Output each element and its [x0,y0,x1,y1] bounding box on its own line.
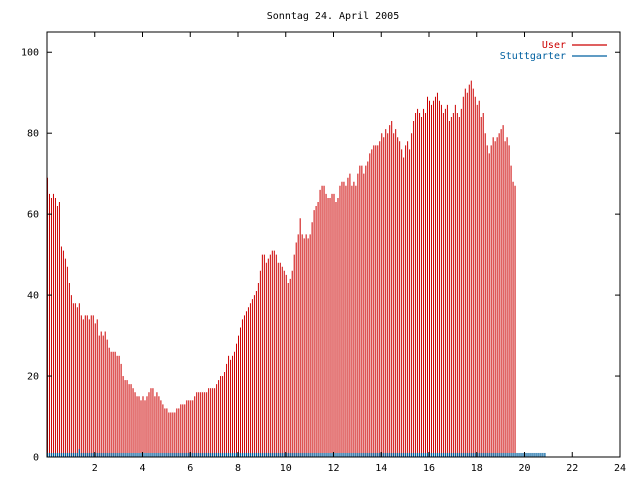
y-tick-label: 20 [27,372,39,383]
y-tick-label: 80 [27,129,39,140]
series-stuttgarter [46,448,546,457]
x-tick-label: 16 [423,463,435,474]
x-tick-label: 10 [280,463,292,474]
bars-layer [46,80,546,457]
y-tick-label: 100 [21,48,39,59]
y-tick-label: 60 [27,210,39,221]
x-tick-label: 24 [614,463,626,474]
legend-label-stuttgarter: Stuttgarter [500,51,566,62]
x-tick-label: 22 [566,463,578,474]
y-tick-label: 40 [27,291,39,302]
x-tick-label: 18 [471,463,483,474]
legend: User Stuttgarter [500,40,607,62]
series-user [47,80,516,457]
x-tick-label: 14 [375,463,387,474]
x-tick-label: 20 [518,463,530,474]
chart-title: Sonntag 24. April 2005 [267,11,399,22]
x-tick-label: 8 [235,463,241,474]
x-tick-label: 4 [139,463,145,474]
y-tick-label: 0 [33,453,39,464]
x-tick-label: 2 [92,463,98,474]
x-tick-label: 12 [327,463,339,474]
legend-label-user: User [542,40,566,51]
x-tick-label: 6 [187,463,193,474]
